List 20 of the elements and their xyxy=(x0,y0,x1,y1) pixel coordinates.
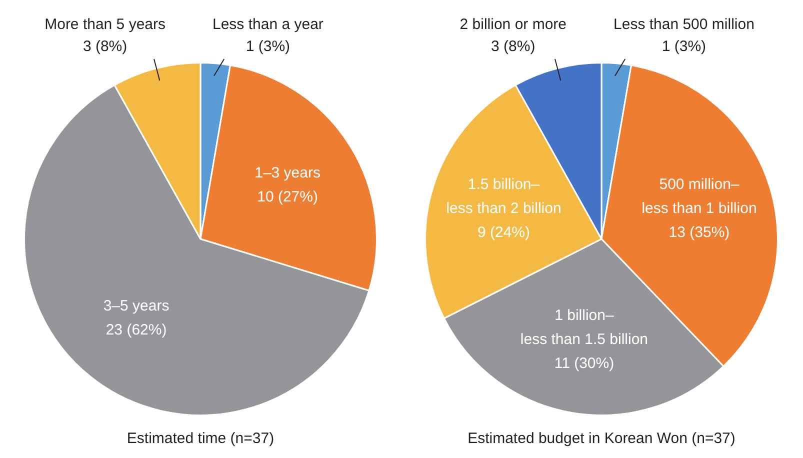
slice-label: 2 billion or more xyxy=(460,16,566,33)
slice-label: 1 billion–less than 1.5 billion xyxy=(520,306,648,348)
slice-label: More than 5 years xyxy=(44,16,166,33)
data-label: 10 (27%) xyxy=(257,188,318,206)
slice-label: 500 million–less than 1 billion xyxy=(642,176,757,218)
data-label: 23 (62%) xyxy=(106,322,167,339)
slice-label: Less than a year xyxy=(212,16,324,33)
data-label: 3 (8%) xyxy=(491,38,536,55)
data-label: 13 (35%) xyxy=(668,224,730,242)
data-label: 9 (24%) xyxy=(477,224,530,242)
text: Estimated time (n=37) xyxy=(126,430,274,448)
slice-label: 1.5 billion–less than 2 billion xyxy=(446,176,562,218)
data-label: 1 (3%) xyxy=(662,38,706,55)
data-label: 11 (30%) xyxy=(554,354,614,372)
slice-label: 1–3 years xyxy=(254,164,320,182)
data-label: 3 (8%) xyxy=(82,38,128,55)
slice-label: 3–5 years xyxy=(103,298,170,315)
data-label: 1 (3%) xyxy=(246,38,290,55)
slice-label: Less than 500 million xyxy=(614,16,754,33)
text: Estimated budget in Korean Won (n=37) xyxy=(468,430,736,448)
